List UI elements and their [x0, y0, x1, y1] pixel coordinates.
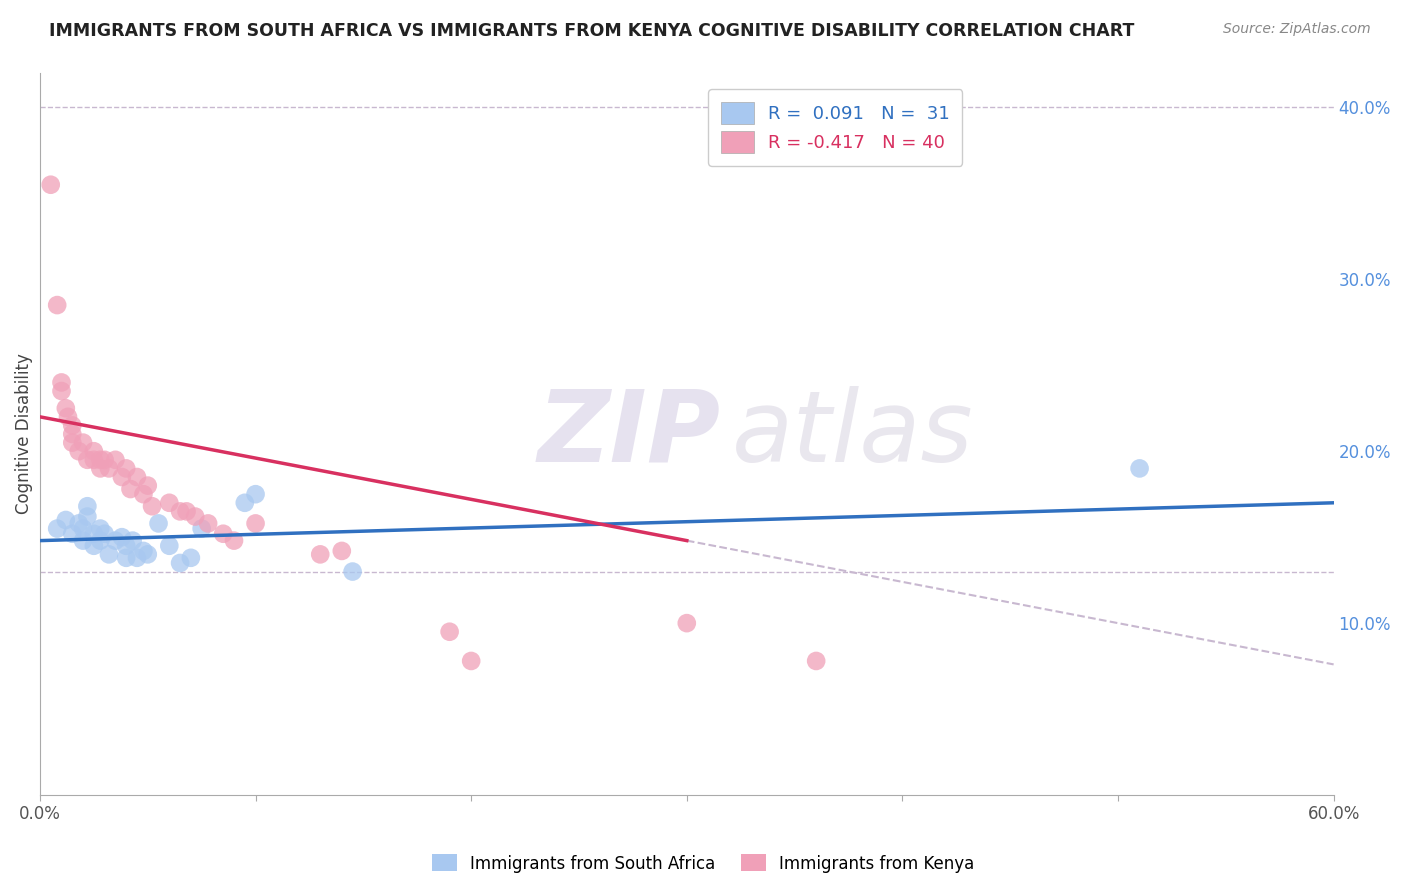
Point [190, 522, 212, 536]
Point [55, 513, 77, 527]
Point [93, 526, 115, 541]
Text: Source: ZipAtlas.com: Source: ZipAtlas.com [1223, 22, 1371, 37]
Point [180, 550, 202, 565]
Point [60, 435, 83, 450]
Point [212, 526, 235, 541]
Point [169, 556, 191, 570]
Point [675, 616, 697, 631]
Point [245, 487, 267, 501]
Point [72, 522, 94, 536]
Point [184, 509, 207, 524]
Point [51, 384, 73, 398]
Point [46, 522, 69, 536]
Point [89, 461, 111, 475]
Point [460, 654, 482, 668]
Point [60, 427, 83, 442]
Point [245, 516, 267, 531]
Point [111, 470, 134, 484]
Point [804, 654, 827, 668]
Point [148, 516, 170, 531]
Point [342, 565, 364, 579]
Point [76, 509, 98, 524]
Point [157, 539, 180, 553]
Point [176, 504, 198, 518]
Point [76, 500, 98, 514]
Point [125, 470, 148, 484]
Point [132, 487, 155, 501]
Text: IMMIGRANTS FROM SOUTH AFRICA VS IMMIGRANTS FROM KENYA COGNITIVE DISABILITY CORRE: IMMIGRANTS FROM SOUTH AFRICA VS IMMIGRAN… [49, 22, 1135, 40]
Point [93, 452, 115, 467]
Point [125, 550, 148, 565]
Point [89, 533, 111, 548]
Point [76, 452, 98, 467]
Point [330, 544, 353, 558]
Point [83, 539, 105, 553]
Point [309, 547, 332, 561]
Point [115, 550, 138, 565]
Point [46, 298, 69, 312]
Legend: Immigrants from South Africa, Immigrants from Kenya: Immigrants from South Africa, Immigrants… [425, 847, 981, 880]
Point [72, 435, 94, 450]
Point [1129, 461, 1152, 475]
Point [51, 376, 73, 390]
Point [72, 533, 94, 548]
Point [136, 478, 159, 492]
Point [67, 444, 90, 458]
Point [55, 401, 77, 416]
Point [39, 178, 62, 192]
Point [157, 496, 180, 510]
Point [97, 547, 120, 561]
Point [89, 522, 111, 536]
Point [111, 530, 134, 544]
Point [222, 533, 245, 548]
Legend: R =  0.091   N =  31, R = -0.417   N = 40: R = 0.091 N = 31, R = -0.417 N = 40 [709, 89, 962, 166]
Point [197, 516, 219, 531]
Point [83, 452, 105, 467]
Point [120, 482, 142, 496]
Point [136, 547, 159, 561]
Point [89, 452, 111, 467]
Point [132, 544, 155, 558]
Point [104, 452, 127, 467]
Point [141, 500, 163, 514]
Point [56, 409, 79, 424]
Point [83, 526, 105, 541]
Y-axis label: Cognitive Disability: Cognitive Disability [15, 353, 32, 515]
Point [169, 504, 191, 518]
Point [60, 526, 83, 541]
Point [60, 418, 83, 433]
Text: ZIP: ZIP [538, 385, 721, 483]
Point [439, 624, 461, 639]
Text: atlas: atlas [733, 385, 974, 483]
Point [121, 533, 143, 548]
Point [104, 533, 127, 548]
Point [233, 496, 256, 510]
Point [67, 516, 90, 531]
Point [115, 539, 138, 553]
Point [97, 461, 120, 475]
Point [115, 461, 138, 475]
Point [83, 444, 105, 458]
